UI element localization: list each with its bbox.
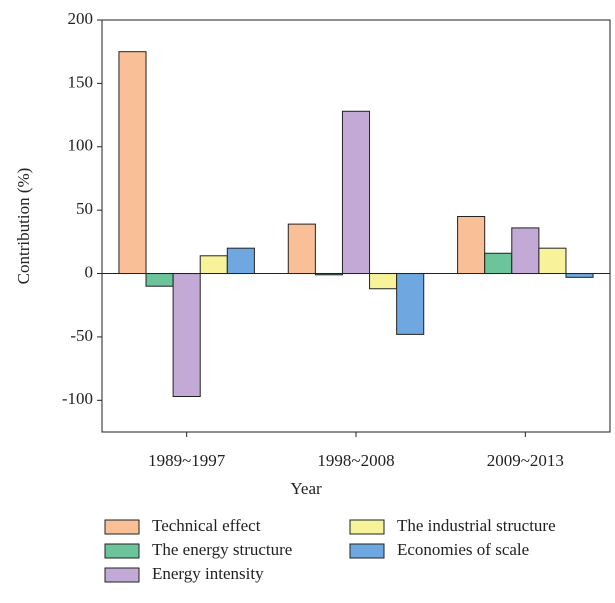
bar (287, 223, 316, 275)
y-tick-label: -100 (62, 389, 93, 408)
y-tick-label: -50 (70, 326, 93, 345)
bar (565, 273, 594, 278)
bar (226, 247, 255, 275)
bar (511, 227, 540, 275)
y-tick-label: 0 (85, 262, 94, 281)
bar (118, 51, 147, 275)
bar (457, 215, 486, 275)
legend-swatch (349, 543, 385, 559)
bar (341, 110, 371, 275)
bar (396, 273, 425, 335)
bar (484, 252, 513, 275)
legend-label: Technical effect (152, 516, 261, 535)
legend-label: Economies of scale (397, 540, 529, 559)
y-tick-label: 200 (68, 9, 94, 28)
legend-label: The energy structure (152, 540, 292, 559)
y-axis-label: Contribution (%) (14, 168, 33, 285)
bar (369, 273, 398, 290)
legend-swatch (104, 519, 140, 535)
x-tick-label: 1989~1997 (148, 451, 226, 470)
bar (145, 273, 174, 287)
legend-label: The industrial structure (397, 516, 556, 535)
x-tick-label: 2009~2013 (487, 451, 564, 470)
x-axis-label: Year (290, 479, 322, 498)
bar (199, 255, 228, 275)
y-tick-label: 150 (68, 72, 94, 91)
legend-label: Energy intensity (152, 564, 264, 583)
legend-swatch (104, 543, 140, 559)
bar (538, 247, 567, 275)
y-tick-label: 100 (68, 136, 94, 155)
legend-swatch (349, 519, 385, 535)
legend-swatch (104, 567, 140, 583)
x-tick-label: 1998~2008 (317, 451, 394, 470)
y-tick-label: 50 (76, 199, 93, 218)
bar (172, 273, 201, 398)
